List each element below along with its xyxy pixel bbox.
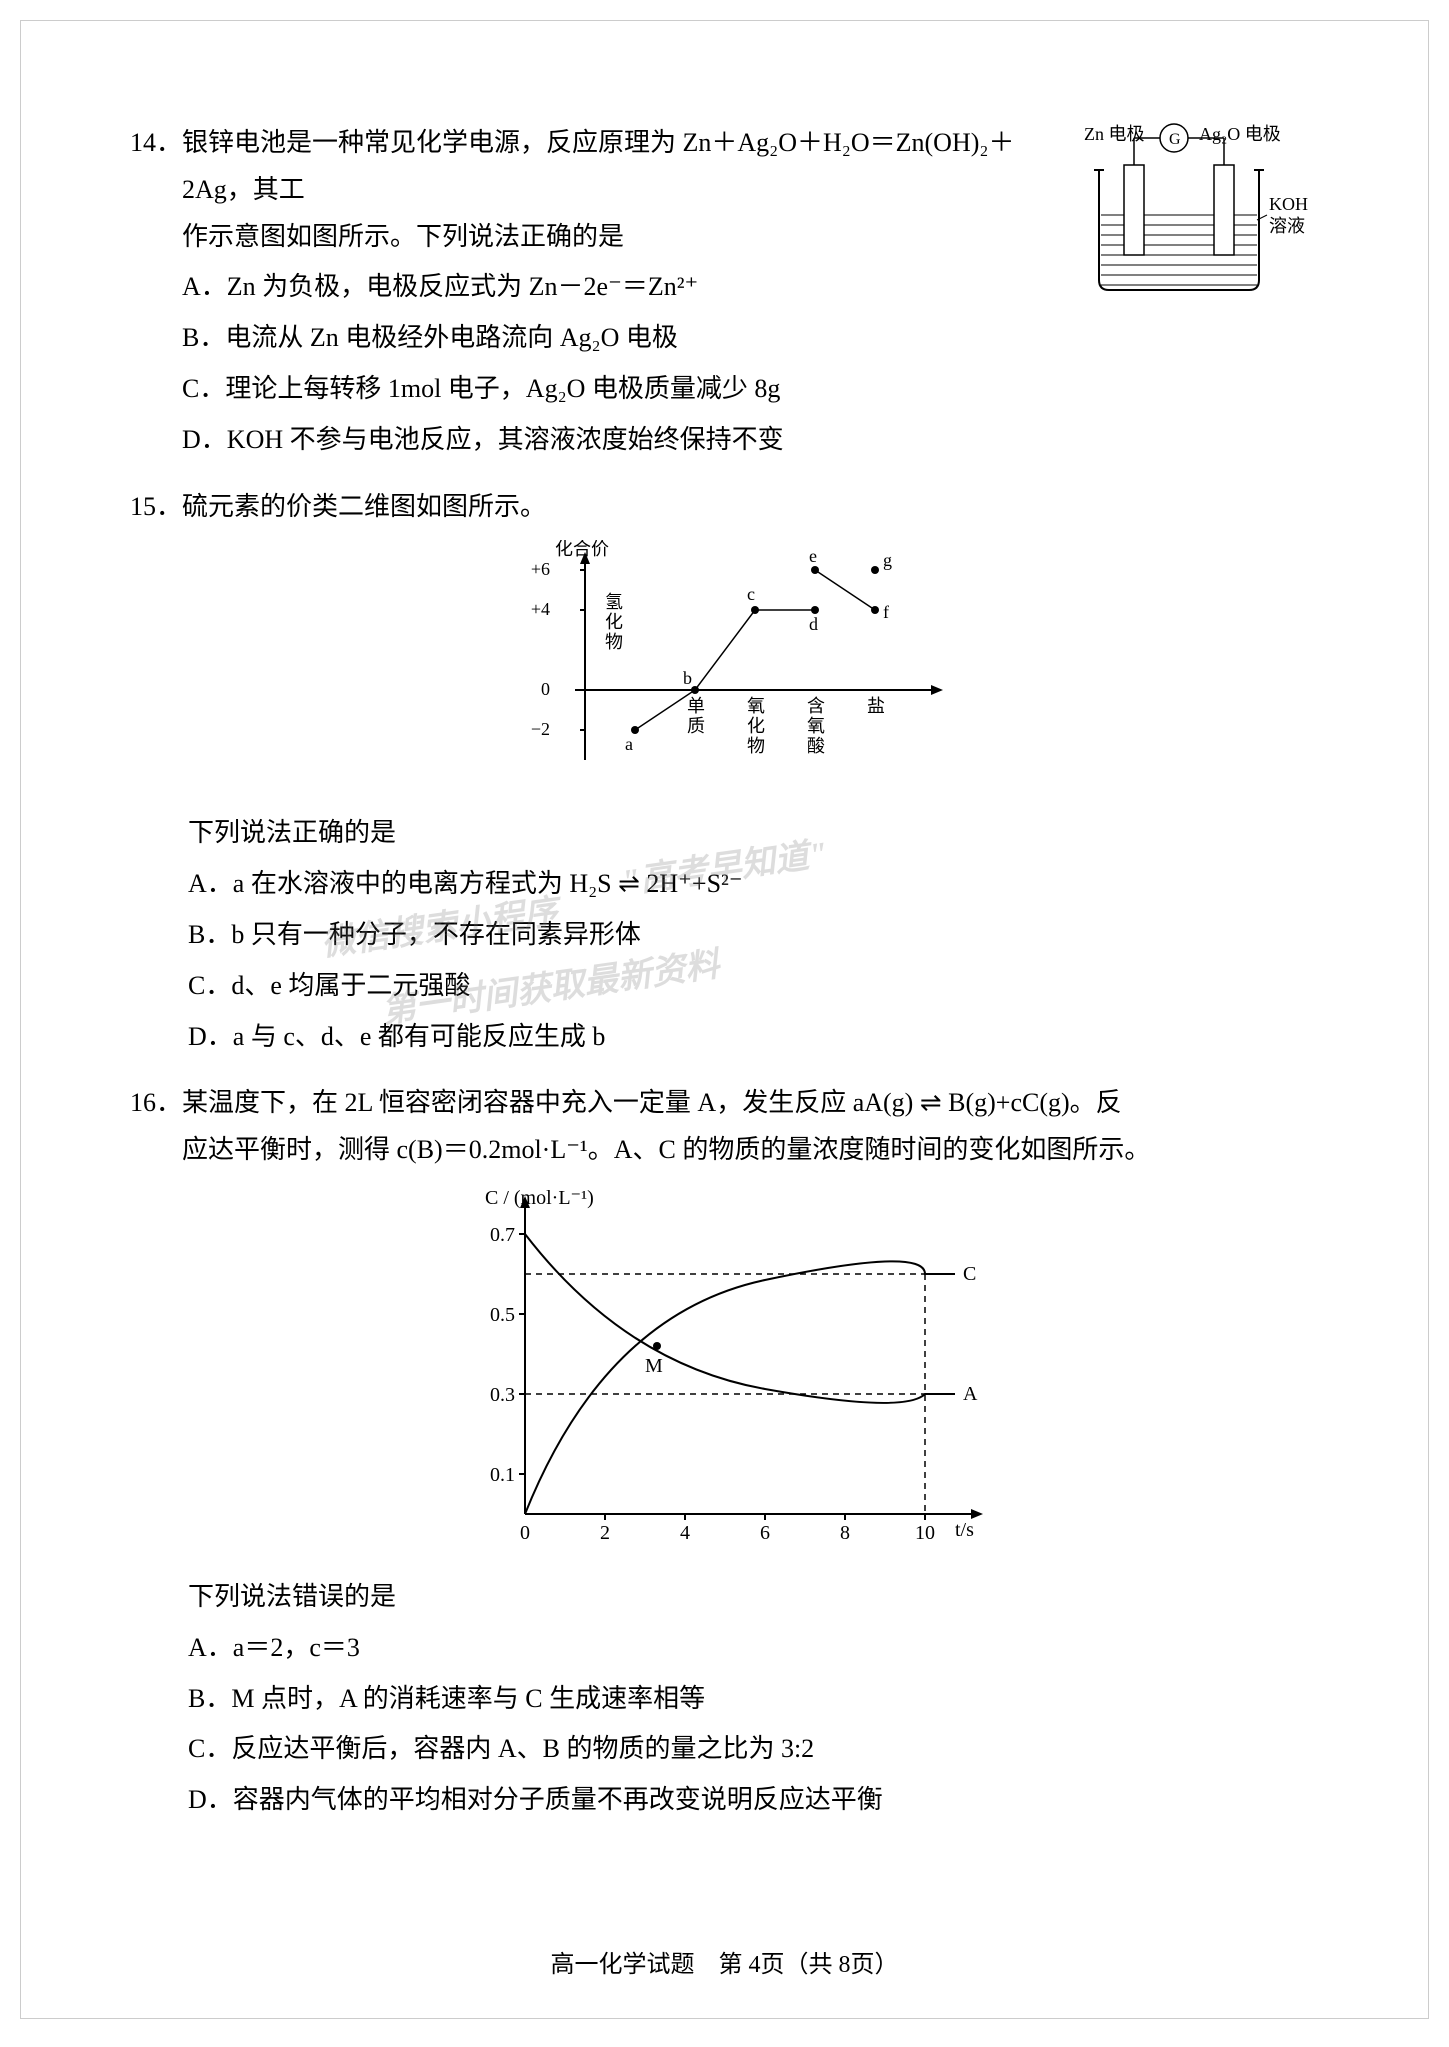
cat3-3: 物 — [747, 736, 765, 756]
cat1-3: 物 — [605, 632, 623, 652]
q16-figure: C / (mol·L⁻¹) t/s 0 2 4 6 8 10 0.1 — [130, 1184, 1319, 1564]
xt4: 4 — [680, 1522, 690, 1544]
koh-label-2: 溶液 — [1269, 216, 1305, 236]
pt-e: e — [809, 546, 817, 566]
yt07: 0.7 — [490, 1224, 515, 1246]
q16-option-c: C．反应达平衡后，容器内 A、B 的物质的量之比为 3:2 — [188, 1726, 1319, 1773]
xt8: 8 — [840, 1522, 850, 1544]
ytick-m2: −2 — [530, 719, 549, 739]
curve-a-label: A — [963, 1383, 978, 1405]
yt01: 0.1 — [490, 1464, 515, 1486]
xt6: 6 — [760, 1522, 770, 1544]
curve-c — [525, 1261, 955, 1514]
cat2-2: 质 — [687, 716, 705, 736]
q14-option-d: D．KOH 不参与电池反应，其溶液浓度始终保持不变 — [182, 417, 1019, 464]
q16-stem-line2: 应达平衡时，测得 c(B)＝0.2mol·L⁻¹。A、C 的物质的量浓度随时间的… — [182, 1127, 1319, 1174]
q16-option-a: A．a＝2，c＝3 — [188, 1625, 1319, 1672]
ytick-0: 0 — [541, 679, 550, 699]
y-axis-label: 化合价 — [555, 540, 609, 559]
ytick-6: +6 — [530, 559, 549, 579]
q15-figure: +6 +4 0 −2 化合价 氢 化 物 单 质 氧 化 物 含 氧 酸 盐 — [130, 540, 1319, 800]
koh-label-1: KOH — [1269, 194, 1308, 214]
pt-b: b — [683, 668, 692, 688]
q14-stem-line2: 作示意图如图所示。下列说法正确的是 — [182, 214, 1019, 261]
pt-c: c — [747, 584, 755, 604]
q16-between: 下列说法错误的是 — [188, 1574, 1319, 1621]
q16-stem-line1: 某温度下，在 2L 恒容密闭容器中充入一定量 A，发生反应 aA(g) ⇌ B(… — [182, 1080, 1319, 1127]
q15-number: 15． — [130, 484, 182, 531]
cat3-1: 氧 — [747, 696, 765, 716]
question-14: 14． 银锌电池是一种常见化学电源，反应原理为 Zn＋Ag₂O＋H₂O＝Zn(O… — [130, 120, 1319, 464]
pt-g: g — [883, 550, 892, 570]
cat3-2: 化 — [747, 716, 765, 736]
kinetics-chart-svg: C / (mol·L⁻¹) t/s 0 2 4 6 8 10 0.1 — [445, 1184, 1005, 1564]
q15-between: 下列说法正确的是 — [188, 810, 1319, 857]
q14-number: 14． — [130, 120, 182, 464]
xt2: 2 — [600, 1522, 610, 1544]
q15-option-b: B．b 只有一种分子，不存在同素异形体 — [188, 912, 1319, 959]
zn-electrode-label: Zn 电极 — [1084, 124, 1145, 144]
q14-stem-line1: 银锌电池是一种常见化学电源，反应原理为 Zn＋Ag₂O＋H₂O＝Zn(OH)₂＋… — [182, 120, 1019, 214]
q16-option-b: B．M 点时，A 的消耗速率与 C 生成速率相等 — [188, 1676, 1319, 1723]
pt-f: f — [883, 602, 889, 622]
pt-a: a — [625, 734, 633, 754]
q15-option-a: A．a 在水溶液中的电离方程式为 H₂S ⇌ 2H⁺+S²⁻ — [188, 861, 1319, 908]
ytick-4: +4 — [530, 599, 549, 619]
y-axis-label: C / (mol·L⁻¹) — [485, 1187, 594, 1209]
ag2o-electrode — [1214, 165, 1234, 255]
cat4-2: 氧 — [807, 716, 825, 736]
q14-option-b: B．电流从 Zn 电极经外电路流向 Ag₂O 电极 — [182, 315, 1019, 362]
xt0: 0 — [520, 1522, 530, 1544]
zn-electrode — [1124, 165, 1144, 255]
cat1-1: 氢 — [605, 592, 623, 612]
cat4-1: 含 — [807, 696, 825, 716]
cat5: 盐 — [867, 696, 885, 716]
q15-option-c: C．d、e 均属于二元强酸 — [188, 963, 1319, 1010]
curve-c-label: C — [963, 1263, 976, 1285]
yt03: 0.3 — [490, 1384, 515, 1406]
cat2-1: 单 — [687, 696, 705, 716]
q15-option-d: D．a 与 c、d、e 都有可能反应生成 b — [188, 1014, 1319, 1061]
x-axis-label: t/s — [955, 1519, 974, 1541]
yt05: 0.5 — [490, 1304, 515, 1326]
q14-option-c: C．理论上每转移 1mol 电子，Ag₂O 电极质量减少 8g — [182, 366, 1019, 413]
q16-number: 16． — [130, 1080, 182, 1174]
q14-option-a: A．Zn 为负极，电极反应式为 Zn－2e⁻＝Zn²⁺ — [182, 264, 1019, 311]
cat1-2: 化 — [605, 612, 623, 632]
q16-option-d: D．容器内气体的平均相对分子质量不再改变说明反应达平衡 — [188, 1777, 1319, 1824]
galvanometer-label: G — [1169, 131, 1181, 148]
page-footer: 高一化学试题 第 4页（共 8页） — [130, 1944, 1319, 1979]
question-15: 15． 硫元素的价类二维图如图所示。 +6 +4 0 −2 化合价 氢 — [130, 484, 1319, 1061]
question-16: 16． 某温度下，在 2L 恒容密闭容器中充入一定量 A，发生反应 aA(g) … — [130, 1080, 1319, 1824]
battery-diagram-svg: Zn 电极 Ag₂O 电极 G — [1039, 120, 1319, 300]
xt10: 10 — [915, 1522, 935, 1544]
m-point — [653, 1342, 661, 1350]
cat4-3: 酸 — [807, 736, 825, 756]
q15-stem-line1: 硫元素的价类二维图如图所示。 — [182, 484, 1319, 531]
ag2o-electrode-label: Ag₂O 电极 — [1199, 124, 1281, 144]
curve-a — [525, 1234, 955, 1403]
m-label: M — [645, 1355, 663, 1377]
valence-diagram-svg: +6 +4 0 −2 化合价 氢 化 物 单 质 氧 化 物 含 氧 酸 盐 — [495, 540, 955, 800]
pt-d: d — [809, 614, 818, 634]
q14-figure: Zn 电极 Ag₂O 电极 G — [1039, 120, 1319, 316]
